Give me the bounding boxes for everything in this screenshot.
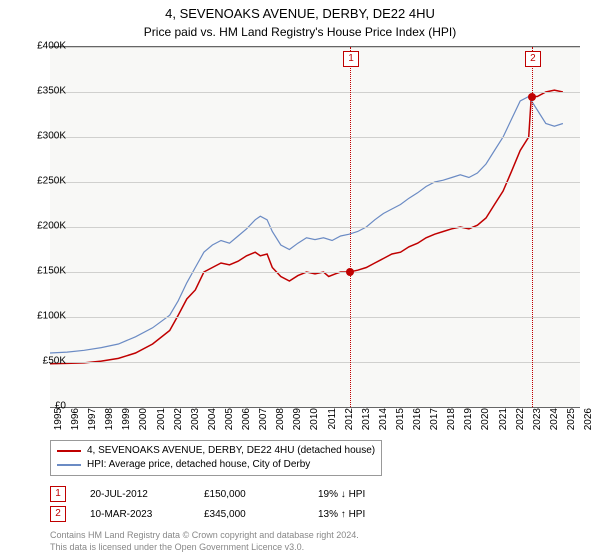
x-tick-label: 2019 xyxy=(463,408,474,438)
x-tick-label: 2022 xyxy=(515,408,526,438)
x-tick-label: 2023 xyxy=(532,408,543,438)
marker-badge: 1 xyxy=(343,51,359,67)
chart-title: 4, SEVENOAKS AVENUE, DERBY, DE22 4HU xyxy=(0,0,600,23)
txn-date: 20-JUL-2012 xyxy=(90,489,180,500)
txn-date: 10-MAR-2023 xyxy=(90,509,180,520)
legend-box: 4, SEVENOAKS AVENUE, DERBY, DE22 4HU (de… xyxy=(50,440,382,476)
x-tick-label: 2000 xyxy=(138,408,149,438)
chart-container: 4, SEVENOAKS AVENUE, DERBY, DE22 4HU Pri… xyxy=(0,0,600,560)
transaction-row: 2 10-MAR-2023 £345,000 13% ↑ HPI xyxy=(50,504,580,524)
x-tick-label: 2021 xyxy=(498,408,509,438)
x-tick-label: 2002 xyxy=(173,408,184,438)
x-tick-label: 2004 xyxy=(207,408,218,438)
legend-swatch xyxy=(57,450,81,452)
legend-section: 4, SEVENOAKS AVENUE, DERBY, DE22 4HU (de… xyxy=(50,440,580,553)
x-tick-label: 2014 xyxy=(378,408,389,438)
x-tick-label: 2008 xyxy=(275,408,286,438)
x-tick-label: 2013 xyxy=(361,408,372,438)
x-tick-label: 2011 xyxy=(327,408,338,438)
txn-price: £150,000 xyxy=(204,489,294,500)
legend-label: 4, SEVENOAKS AVENUE, DERBY, DE22 4HU (de… xyxy=(87,444,375,458)
legend-item: 4, SEVENOAKS AVENUE, DERBY, DE22 4HU (de… xyxy=(57,444,375,458)
x-tick-label: 2007 xyxy=(258,408,269,438)
data-point-dot xyxy=(346,268,354,276)
chart-subtitle: Price paid vs. HM Land Registry's House … xyxy=(0,23,600,39)
txn-delta: 13% ↑ HPI xyxy=(318,509,408,520)
x-tick-label: 1997 xyxy=(87,408,98,438)
marker-badge: 2 xyxy=(525,51,541,67)
x-tick-label: 2016 xyxy=(412,408,423,438)
x-tick-label: 2015 xyxy=(395,408,406,438)
x-tick-label: 2017 xyxy=(429,408,440,438)
y-tick-label: £150K xyxy=(24,266,66,277)
x-tick-label: 2006 xyxy=(241,408,252,438)
txn-price: £345,000 xyxy=(204,509,294,520)
y-tick-label: £50K xyxy=(24,356,66,367)
legend-swatch xyxy=(57,464,81,466)
x-tick-label: 2024 xyxy=(549,408,560,438)
transaction-row: 1 20-JUL-2012 £150,000 19% ↓ HPI xyxy=(50,484,580,504)
x-tick-label: 2018 xyxy=(446,408,457,438)
y-tick-label: £350K xyxy=(24,86,66,97)
y-tick-label: £250K xyxy=(24,176,66,187)
marker-badge: 2 xyxy=(50,506,66,522)
x-tick-label: 1999 xyxy=(121,408,132,438)
y-tick-label: £300K xyxy=(24,131,66,142)
x-tick-label: 2003 xyxy=(190,408,201,438)
plot-area: 12 xyxy=(50,46,580,408)
legend-label: HPI: Average price, detached house, City… xyxy=(87,458,310,472)
x-tick-label: 2025 xyxy=(566,408,577,438)
marker-badge: 1 xyxy=(50,486,66,502)
data-point-dot xyxy=(528,93,536,101)
legend-item: HPI: Average price, detached house, City… xyxy=(57,458,375,472)
x-tick-label: 1995 xyxy=(53,408,64,438)
y-tick-label: £100K xyxy=(24,311,66,322)
x-tick-label: 1998 xyxy=(104,408,115,438)
footnote: Contains HM Land Registry data © Crown c… xyxy=(50,530,580,553)
x-tick-label: 2001 xyxy=(156,408,167,438)
y-tick-label: £200K xyxy=(24,221,66,232)
x-tick-label: 2009 xyxy=(292,408,303,438)
footnote-line: This data is licensed under the Open Gov… xyxy=(50,542,580,554)
x-tick-label: 2020 xyxy=(480,408,491,438)
footnote-line: Contains HM Land Registry data © Crown c… xyxy=(50,530,580,542)
transaction-table: 1 20-JUL-2012 £150,000 19% ↓ HPI 2 10-MA… xyxy=(50,484,580,524)
x-tick-label: 2012 xyxy=(344,408,355,438)
txn-delta: 19% ↓ HPI xyxy=(318,489,408,500)
x-tick-label: 2026 xyxy=(583,408,594,438)
x-tick-label: 1996 xyxy=(70,408,81,438)
y-tick-label: £400K xyxy=(24,41,66,52)
x-tick-label: 2010 xyxy=(309,408,320,438)
x-tick-label: 2005 xyxy=(224,408,235,438)
